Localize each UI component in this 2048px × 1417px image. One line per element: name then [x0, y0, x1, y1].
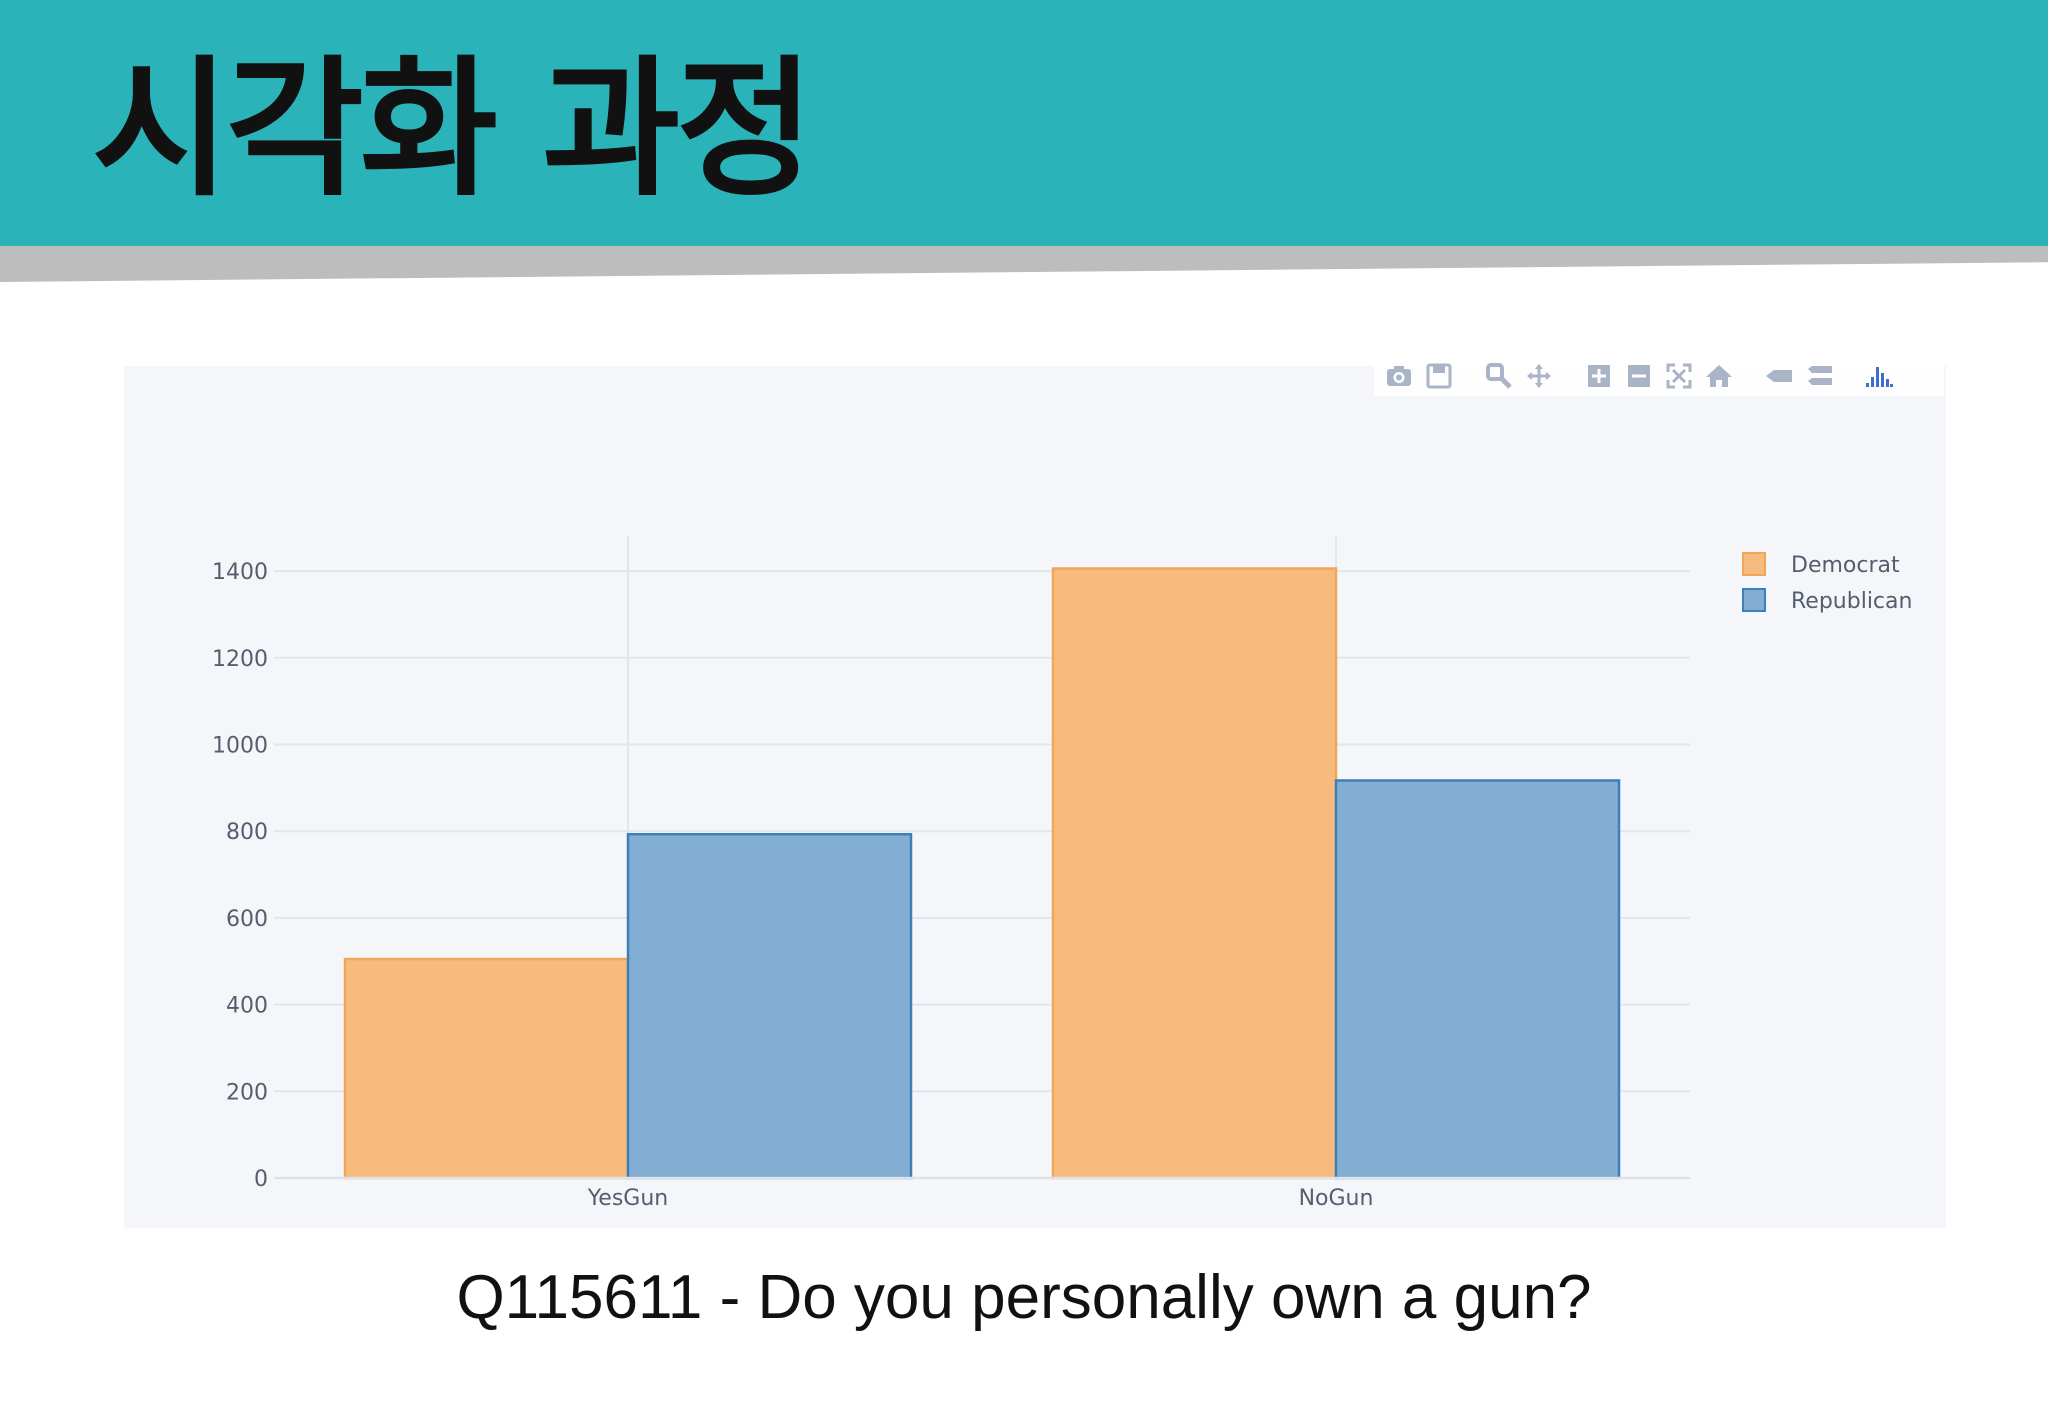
- legend-swatch-republican[interactable]: [1742, 588, 1766, 612]
- plotly-logo-icon[interactable]: [1862, 359, 1896, 393]
- pan-icon[interactable]: [1522, 359, 1556, 393]
- bar-republican-yesgun[interactable]: [626, 832, 913, 1180]
- hover-compare-icon[interactable]: [1802, 359, 1836, 393]
- camera-icon[interactable]: [1382, 359, 1416, 393]
- autoscale-icon[interactable]: [1662, 359, 1696, 393]
- header-band: [0, 0, 2048, 246]
- zoom-out-icon[interactable]: [1622, 359, 1656, 393]
- zoom-in-icon[interactable]: [1582, 359, 1616, 393]
- zoom-icon[interactable]: [1482, 359, 1516, 393]
- header-shadow: [0, 246, 2048, 282]
- modebar: [1374, 356, 1944, 396]
- hover-closest-icon[interactable]: [1762, 359, 1796, 393]
- home-icon[interactable]: [1702, 359, 1736, 393]
- slide-title: 시각화 과정: [92, 43, 814, 217]
- bar-democrat-nogun[interactable]: [1051, 567, 1338, 1180]
- bar-republican-nogun[interactable]: [1334, 779, 1621, 1180]
- chart-caption: Q115611 - Do you personally own a gun?: [456, 1263, 1592, 1332]
- save-icon[interactable]: [1422, 359, 1456, 393]
- legend-swatch-democrat[interactable]: [1742, 552, 1766, 576]
- bar-democrat-yesgun[interactable]: [343, 957, 630, 1180]
